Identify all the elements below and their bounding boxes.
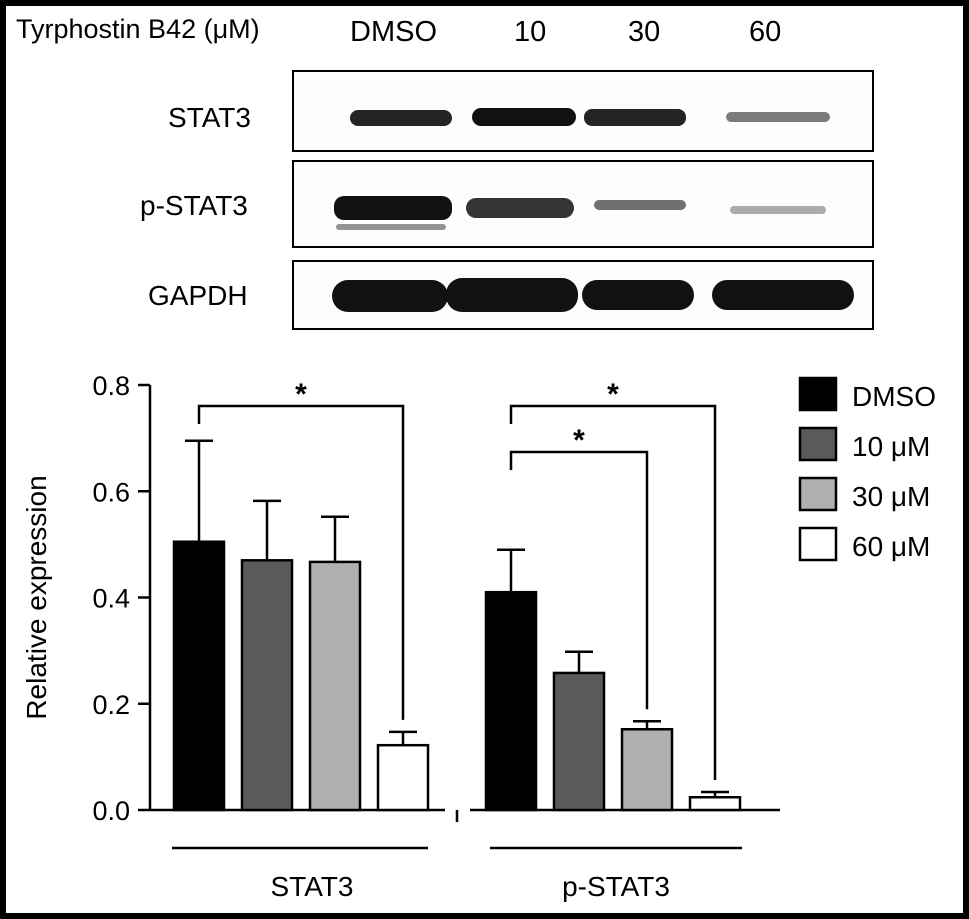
band — [582, 280, 694, 310]
y-tick-label: 0.6 — [92, 477, 130, 507]
lane-label-10: 10 — [514, 16, 547, 48]
legend-label: 10 μM — [852, 431, 930, 462]
bar-60-m — [376, 743, 430, 812]
significance-bracket — [509, 404, 717, 780]
y-tick-label: 0.4 — [92, 584, 130, 614]
band — [334, 196, 452, 220]
significance-star: * — [295, 378, 307, 411]
band — [332, 280, 448, 312]
blot-panel-gapdh — [292, 260, 874, 330]
legend-label: DMSO — [852, 381, 936, 412]
category-label: STAT3 — [271, 871, 354, 902]
band — [446, 278, 578, 312]
bar-30-m — [620, 728, 674, 812]
bar-dmso — [172, 540, 226, 812]
blot-panel-pstat3 — [292, 160, 874, 248]
band — [730, 206, 826, 214]
treatment-label: Tyrphostin B42 (μM) — [16, 14, 260, 44]
bar-60-m — [688, 796, 742, 812]
legend-swatch — [798, 526, 838, 562]
significance-star: * — [607, 378, 619, 411]
y-tick-label: 0.0 — [92, 796, 130, 826]
lane-label-30: 30 — [628, 16, 661, 48]
band — [584, 109, 686, 126]
legend-swatch — [798, 476, 838, 512]
y-tick-label: 0.2 — [92, 690, 130, 720]
band — [726, 112, 830, 122]
bar-dmso — [484, 590, 538, 812]
legend-label: 60 μM — [852, 531, 930, 562]
legend-swatch — [798, 426, 838, 462]
y-axis-label: Relative expression — [21, 475, 52, 719]
significance-bracket — [509, 450, 649, 710]
band — [466, 198, 574, 218]
significance-bracket — [197, 404, 405, 720]
lane-label-dmso: DMSO — [350, 16, 437, 48]
legend-swatch — [798, 376, 838, 412]
legend-label: 30 μM — [852, 481, 930, 512]
band — [336, 224, 446, 230]
category-label: p-STAT3 — [562, 871, 670, 902]
band — [472, 108, 576, 126]
blot-panel-stat3 — [292, 70, 874, 152]
bar-10-m — [240, 559, 294, 812]
band — [594, 200, 686, 210]
band — [712, 280, 854, 310]
blot-row-label-pstat3: p-STAT3 — [140, 190, 248, 221]
blot-row-label-stat3: STAT3 — [168, 102, 251, 133]
band — [350, 110, 452, 126]
lane-label-60: 60 — [749, 16, 782, 48]
bar-10-m — [552, 671, 606, 812]
blot-row-label-gapdh: GAPDH — [148, 280, 248, 311]
bar-30-m — [308, 560, 362, 812]
y-tick-label: 0.8 — [92, 371, 130, 401]
significance-star: * — [573, 424, 585, 457]
